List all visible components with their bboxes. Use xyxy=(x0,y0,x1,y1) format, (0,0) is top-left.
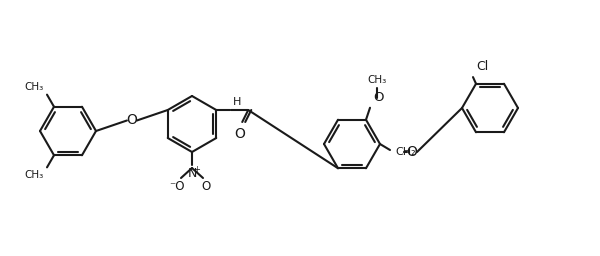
Text: CH₃: CH₃ xyxy=(367,75,386,85)
Text: O: O xyxy=(407,145,418,159)
Text: CH₃: CH₃ xyxy=(25,170,44,180)
Text: O: O xyxy=(127,113,137,127)
Text: ⁻O: ⁻O xyxy=(169,180,185,193)
Text: H: H xyxy=(233,97,241,107)
Text: N: N xyxy=(187,167,197,180)
Text: O: O xyxy=(234,127,245,141)
Text: O: O xyxy=(373,91,383,104)
Text: CH₃: CH₃ xyxy=(25,82,44,92)
Text: CH₂: CH₂ xyxy=(395,147,416,157)
Text: Cl: Cl xyxy=(476,60,488,73)
Text: +: + xyxy=(194,165,200,174)
Text: O: O xyxy=(202,180,211,193)
